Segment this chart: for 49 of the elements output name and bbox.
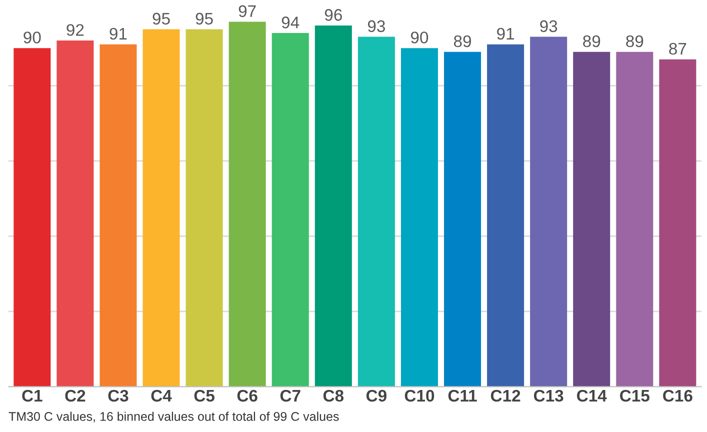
data-label: 95 xyxy=(152,12,170,25)
data-label: 95 xyxy=(196,12,213,25)
data-label: 93 xyxy=(368,20,385,32)
data-label: 91 xyxy=(110,28,127,40)
data-label: 87 xyxy=(669,42,686,55)
bar xyxy=(487,44,524,387)
bar xyxy=(14,48,51,387)
bar xyxy=(186,29,223,387)
x-tick-label: C10 xyxy=(404,390,434,402)
x-tick-label: C2 xyxy=(65,390,86,402)
data-label: 94 xyxy=(282,16,300,28)
data-label: 93 xyxy=(540,20,558,32)
bar xyxy=(444,52,482,387)
x-tick-label: C8 xyxy=(323,390,344,402)
data-label: 90 xyxy=(24,32,41,44)
x-tick-label: C7 xyxy=(280,390,300,402)
x-tick-label: C9 xyxy=(366,390,386,402)
bar xyxy=(228,22,266,387)
bar xyxy=(56,40,94,387)
bar xyxy=(272,33,309,387)
bar xyxy=(530,36,568,387)
x-tick-label: C16 xyxy=(663,390,692,402)
bar xyxy=(358,36,395,387)
x-tick-label: C4 xyxy=(151,390,172,402)
text: TM30 C values, 16 binned values out of total of 99 C values xyxy=(8,412,339,422)
data-label: 89 xyxy=(626,35,644,48)
bar xyxy=(573,52,610,387)
x-tick-label: C14 xyxy=(577,390,607,402)
bar xyxy=(659,59,696,387)
bar xyxy=(400,48,438,387)
x-tick-label: C6 xyxy=(237,390,258,402)
x-tick-label: C11 xyxy=(448,390,477,402)
x-tick-label: C15 xyxy=(620,390,650,402)
x-tick-label: C12 xyxy=(490,390,520,402)
bar xyxy=(100,44,137,387)
x-tick-label: C5 xyxy=(194,390,214,402)
data-label: 92 xyxy=(66,24,84,36)
x-tick-label: C1 xyxy=(22,390,42,402)
data-label: 96 xyxy=(324,9,342,21)
data-label: 97 xyxy=(238,5,256,18)
bar xyxy=(314,26,352,387)
data-label: 90 xyxy=(410,32,428,44)
data-label: 89 xyxy=(454,35,471,48)
bar xyxy=(616,52,654,387)
x-tick-label: C3 xyxy=(108,390,128,402)
data-label: 91 xyxy=(497,28,514,40)
bar xyxy=(142,29,180,387)
x-tick-label: C13 xyxy=(534,390,564,402)
data-label: 89 xyxy=(583,35,600,48)
